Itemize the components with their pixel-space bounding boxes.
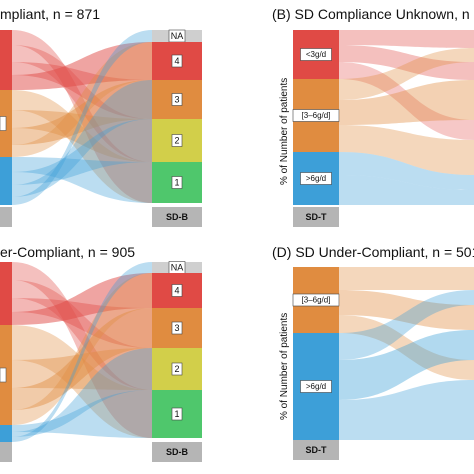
panel-a-sdb-label-2: 2 xyxy=(174,135,179,145)
panel-a-flow-3 xyxy=(12,42,152,90)
panel-a-sdb-label-box-4 xyxy=(171,54,183,68)
panel-b-sdt-label-box-0 xyxy=(300,48,332,61)
panel-c-flow-3 xyxy=(12,273,152,325)
panel-d-flow-2 xyxy=(339,315,474,380)
panel-c-flow-5 xyxy=(12,348,152,390)
panel-a-sdb-label-1: 1 xyxy=(174,177,179,187)
panel-c-flow-4 xyxy=(12,325,152,438)
panel-c-sdb-label-box-3 xyxy=(171,321,183,335)
panel-c-flow-10 xyxy=(12,262,152,442)
panel-a-axis-label: SD-B xyxy=(166,212,188,222)
panel-d-flow-3 xyxy=(339,290,474,360)
panel-b-flow-0 xyxy=(339,30,474,48)
panel-a-sdb-label-3: 3 xyxy=(174,94,179,104)
panel-a-source-axis-label-bg xyxy=(0,207,12,227)
panel-a-flow-11 xyxy=(12,30,152,205)
panel-c-sdb-label-box-4 xyxy=(171,284,183,297)
panel-c-title: er-Compliant, n = 905 xyxy=(0,244,136,260)
panel-b-flow-3 xyxy=(339,48,474,100)
panel-a-axis-label-bg xyxy=(152,207,202,227)
panel-a-source-seg-2 xyxy=(0,157,12,205)
panel-b-sdt-label-1: [3–6g/d] xyxy=(302,111,331,120)
panel-c-sdb-label-1: 1 xyxy=(174,409,179,419)
panel-a-source-label-box xyxy=(0,116,7,131)
panel-a-flow-6 xyxy=(12,80,152,145)
panel-a-flow-10 xyxy=(12,80,152,197)
panel-c-axis-label: SD-B xyxy=(166,447,188,457)
panel-c-source-label-box xyxy=(0,367,7,383)
panel-a-sdb-label-box-1 xyxy=(171,176,183,189)
panel-d-sdt-label-box-1 xyxy=(300,380,332,393)
panel-a-flow-8 xyxy=(12,157,152,203)
panel-b-axis-label: SD-T xyxy=(306,212,327,222)
panel-c-sdb-label-NA: NA xyxy=(171,262,184,272)
panel-a-flow-0 xyxy=(12,30,152,203)
panel-c-flow-1 xyxy=(12,280,152,390)
panel-a-sdb-label-box-3 xyxy=(171,93,183,106)
panel-a-sdb-label-4: 4 xyxy=(174,56,179,66)
panel-d-sdt-label-1: >6g/d xyxy=(306,382,326,391)
panel-b-flow-5 xyxy=(339,125,474,175)
panel-c-flow-9 xyxy=(12,348,152,437)
panel-b-flow-2 xyxy=(339,62,474,140)
panel-c-sdb-label-3: 3 xyxy=(174,323,179,333)
panel-a-flow-7 xyxy=(12,42,152,157)
panel-b-flow-7 xyxy=(339,175,474,205)
panel-b-sdt-label-0: <3g/d xyxy=(306,50,326,59)
panel-b-sdt-label-2: >6g/d xyxy=(306,174,326,183)
panel-b-flow-4 xyxy=(339,80,474,125)
panel-d-sdt-label-box-0 xyxy=(292,293,340,307)
panel-d-axis-label: SD-T xyxy=(306,445,327,455)
panel-d-title: (D) SD Under-Compliant, n = 501 xyxy=(272,244,474,260)
panel-c-source-seg-0 xyxy=(0,262,12,325)
panel-d-axis-label-bg xyxy=(293,440,339,460)
panel-c-flow-8 xyxy=(12,390,152,438)
panel-d-ylabel: % of Number of patients xyxy=(279,312,290,420)
panel-a-flow-1 xyxy=(12,45,152,162)
panel-a-source-seg-0 xyxy=(0,30,12,90)
panel-c-sdb-label-4: 4 xyxy=(174,285,179,295)
panel-c-source-axis-label-bg xyxy=(0,442,12,462)
panel-a-sdb-label-NA: NA xyxy=(171,31,184,41)
panel-c-sdb-label-2: 2 xyxy=(174,364,179,374)
panel-c-axis-label-bg xyxy=(152,442,202,462)
panel-b-sdt-label-box-1 xyxy=(292,109,340,122)
panel-c-flow-7 xyxy=(12,273,152,425)
panel-d-flow-5 xyxy=(339,380,474,440)
panel-b-title: (B) SD Compliance Unknown, n = 3 xyxy=(272,6,474,22)
panel-a-flow-4 xyxy=(12,90,152,203)
panel-b-axis-label-bg xyxy=(293,207,339,227)
panel-b-sdt-label-box-2 xyxy=(300,172,332,185)
panel-a-flow-9 xyxy=(12,119,152,185)
panel-c-sdb-label-box-1 xyxy=(171,407,183,421)
panel-d-flow-4 xyxy=(339,330,474,400)
panel-b-flow-1 xyxy=(339,45,474,80)
panel-c-sdb-label-box-2 xyxy=(171,362,183,376)
panel-c-source-seg-2 xyxy=(0,425,12,442)
panel-a-sdb-label-box-2 xyxy=(171,134,183,147)
panel-c-flow-0 xyxy=(12,262,152,438)
panel-a-title: mpliant, n = 871 xyxy=(0,6,101,22)
panel-d-flow-0 xyxy=(339,267,474,290)
panel-c-flow-6 xyxy=(12,308,152,410)
panel-d-sdt-label-0: [3–6g/d] xyxy=(302,296,331,305)
panel-b-flow-6 xyxy=(339,152,474,190)
panel-d-flow-1 xyxy=(339,290,474,330)
panel-a-flow-5 xyxy=(12,110,152,162)
panel-b-ylabel: % of Number of patients xyxy=(279,77,290,185)
